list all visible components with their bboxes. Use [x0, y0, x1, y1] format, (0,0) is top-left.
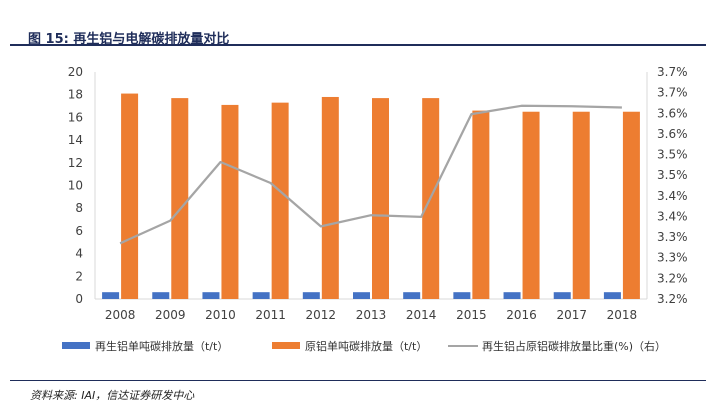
left-axis-ticks: 0 2 4 6 8 10 12 14 16 18 20 [68, 65, 83, 306]
legend: 再生铝单吨碳排放量（t/t） 原铝单吨碳排放量（t/t） 再生铝占原铝碳排放量比重(… [62, 339, 666, 353]
source-divider [10, 380, 706, 381]
bar-secondary-aluminum [403, 292, 421, 299]
bar-primary-aluminum [171, 98, 189, 299]
bar-secondary-aluminum [102, 292, 120, 299]
ratio-line [119, 104, 622, 245]
right-tick-label: 3.7% [657, 65, 688, 79]
x-tick-label: 2015 [456, 308, 487, 322]
x-tick-label: 2014 [406, 308, 437, 322]
bar-secondary-aluminum [152, 292, 170, 299]
bar-primary-aluminum [522, 111, 540, 299]
x-axis-ticks: 2008 2009 2010 2011 2012 2013 2014 2015 2016 2017… [105, 308, 637, 322]
bar-primary-aluminum [372, 98, 389, 299]
left-tick-label: 12 [68, 156, 83, 170]
bar-secondary-aluminum [503, 292, 521, 299]
bar-primary-aluminum [221, 104, 239, 299]
x-tick-label: 2011 [255, 308, 286, 322]
right-tick-label: 3.3% [657, 230, 688, 244]
bar-primary-aluminum [622, 111, 640, 299]
x-tick-label: 2016 [506, 308, 537, 322]
left-tick-label: 8 [75, 201, 83, 215]
title-divider [10, 0, 706, 46]
x-tick-label: 2010 [205, 308, 236, 322]
right-tick-label: 3.4% [657, 189, 688, 203]
ratio-line-series [119, 104, 622, 245]
bar-secondary-aluminum [302, 292, 320, 299]
left-tick-label: 16 [68, 110, 83, 124]
legend-label-primary: 原铝单吨碳排放量（t/t） [305, 339, 427, 353]
left-tick-label: 0 [75, 292, 83, 306]
bars [102, 93, 640, 300]
bar-primary-aluminum [321, 96, 339, 299]
right-tick-label: 3.3% [657, 251, 688, 265]
right-tick-label: 3.2% [657, 292, 688, 306]
bar-primary-aluminum [472, 110, 490, 299]
right-tick-label: 3.6% [657, 106, 688, 120]
right-tick-label: 3.2% [657, 271, 688, 285]
right-tick-label: 3.5% [657, 148, 688, 162]
bar-primary-aluminum [271, 102, 289, 300]
bar-secondary-aluminum [202, 292, 220, 299]
right-tick-label: 3.7% [657, 86, 688, 100]
bar-secondary-aluminum [553, 292, 571, 299]
bar-secondary-aluminum [252, 292, 270, 299]
left-tick-label: 4 [75, 247, 83, 261]
left-tick-label: 18 [68, 88, 83, 102]
x-tick-label: 2013 [356, 308, 387, 322]
legend-label-secondary: 再生铝单吨碳排放量（t/t） [95, 339, 228, 353]
left-tick-label: 6 [75, 224, 83, 238]
x-tick-label: 2009 [155, 308, 186, 322]
bar-primary-aluminum [572, 111, 590, 299]
right-tick-label: 3.4% [657, 209, 688, 223]
legend-swatch-primary [272, 342, 300, 349]
bar-secondary-aluminum [353, 292, 370, 299]
right-tick-label: 3.6% [657, 127, 688, 141]
left-tick-label: 2 [75, 269, 83, 283]
source-note: 资料来源: IAI，信达证券研发中心 [30, 389, 195, 402]
x-tick-label: 2017 [556, 308, 587, 322]
x-tick-label: 2008 [105, 308, 136, 322]
legend-swatch-secondary [62, 342, 90, 349]
x-tick-label: 2012 [306, 308, 337, 322]
legend-label-line: 再生铝占原铝碳排放量比重(%)（右） [482, 339, 666, 353]
bar-secondary-aluminum [603, 292, 621, 299]
left-tick-label: 10 [68, 179, 83, 193]
left-tick-label: 14 [68, 133, 83, 147]
left-tick-label: 20 [68, 65, 83, 79]
right-tick-label: 3.5% [657, 168, 688, 182]
figure-title: 图 15: 再生铝与电解碳排放量对比 [28, 32, 230, 47]
x-tick-label: 2018 [607, 308, 638, 322]
bar-primary-aluminum [121, 93, 139, 299]
right-axis-ticks: 3.2% 3.2% 3.3% 3.3% 3.4% 3.4% 3.5% 3.5% 3.6% 3.6%… [657, 65, 688, 306]
bar-secondary-aluminum [453, 292, 471, 299]
